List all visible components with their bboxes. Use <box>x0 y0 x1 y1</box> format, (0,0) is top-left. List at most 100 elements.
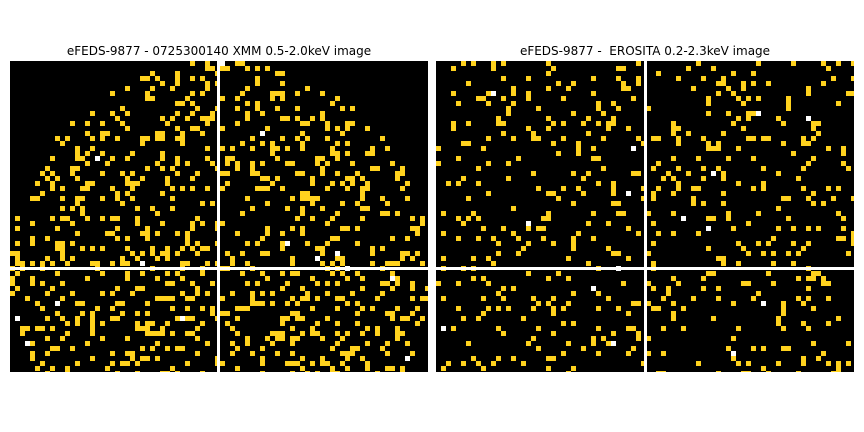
photon-pixel <box>115 236 120 241</box>
photon-pixel <box>671 301 676 306</box>
photon-pixel <box>531 306 536 311</box>
photon-pixel <box>295 171 300 176</box>
photon-pixel <box>395 171 400 176</box>
photon-pixel <box>616 76 621 81</box>
photon-pixel <box>145 226 150 231</box>
photon-pixel <box>801 356 806 361</box>
photon-pixel <box>771 236 776 241</box>
photon-pixel <box>255 66 260 71</box>
photon-pixel <box>425 296 428 301</box>
photon-pixel <box>205 246 210 251</box>
photon-pixel <box>160 371 165 372</box>
photon-pixel <box>160 81 165 86</box>
photon-pixel <box>190 331 195 336</box>
photon-pixel <box>35 181 40 186</box>
photon-pixel <box>135 221 140 226</box>
photon-pixel <box>335 171 340 176</box>
photon-pixel <box>125 271 130 276</box>
photon-pixel <box>15 226 20 231</box>
photon-pixel <box>155 131 160 136</box>
photon-pixel <box>806 116 811 121</box>
photon-pixel <box>45 316 50 321</box>
photon-pixel <box>255 76 260 81</box>
photon-pixel <box>195 251 200 256</box>
photon-pixel <box>355 271 360 276</box>
photon-pixel <box>776 206 781 211</box>
photon-pixel <box>325 221 330 226</box>
photon-pixel <box>781 326 786 331</box>
photon-pixel <box>70 121 75 126</box>
photon-pixel <box>360 191 365 196</box>
photon-pixel <box>30 351 35 356</box>
photon-pixel <box>205 121 210 126</box>
photon-pixel <box>45 351 50 356</box>
photon-pixel <box>230 261 235 266</box>
photon-pixel <box>230 341 235 346</box>
photon-pixel <box>335 256 340 261</box>
photon-pixel <box>50 216 55 221</box>
photon-pixel <box>766 371 771 372</box>
photon-pixel <box>245 261 250 266</box>
photon-pixel <box>305 241 310 246</box>
photon-pixel <box>160 136 165 141</box>
photon-pixel <box>140 136 145 141</box>
photon-pixel <box>55 241 60 246</box>
photon-pixel <box>195 171 200 176</box>
photon-pixel <box>300 356 305 361</box>
photon-pixel <box>586 131 591 136</box>
photon-pixel <box>415 321 420 326</box>
photon-pixel <box>696 186 701 191</box>
photon-pixel <box>80 211 85 216</box>
photon-pixel <box>130 171 135 176</box>
photon-pixel <box>405 251 410 256</box>
photon-pixel <box>836 371 841 372</box>
photon-pixel <box>345 176 350 181</box>
photon-pixel <box>170 296 175 301</box>
photon-pixel <box>716 296 721 301</box>
photon-pixel <box>466 196 471 201</box>
photon-pixel <box>160 221 165 226</box>
photon-pixel <box>240 306 245 311</box>
photon-pixel <box>451 326 456 331</box>
photon-pixel <box>80 186 85 191</box>
photon-pixel <box>676 186 681 191</box>
photon-pixel <box>345 151 350 156</box>
photon-pixel <box>365 341 370 346</box>
photon-pixel <box>15 216 20 221</box>
photon-pixel <box>150 96 155 101</box>
photon-pixel <box>571 246 576 251</box>
photon-pixel <box>170 186 175 191</box>
photon-pixel <box>150 331 155 336</box>
photon-pixel <box>806 226 811 231</box>
photon-pixel <box>736 326 741 331</box>
photon-pixel <box>536 346 541 351</box>
photon-pixel <box>355 301 360 306</box>
photon-pixel <box>461 176 466 181</box>
photon-pixel <box>691 196 696 201</box>
photon-pixel <box>50 181 55 186</box>
photon-pixel <box>245 116 250 121</box>
photon-pixel <box>290 271 295 276</box>
photon-pixel <box>716 81 721 86</box>
photon-pixel <box>260 176 265 181</box>
photon-pixel <box>571 201 576 206</box>
photon-pixel <box>516 236 521 241</box>
photon-pixel <box>310 201 315 206</box>
photon-pixel <box>330 236 335 241</box>
photon-pixel <box>255 106 260 111</box>
photon-pixel <box>55 226 60 231</box>
photon-pixel <box>115 301 120 306</box>
photon-pixel <box>481 146 486 151</box>
erosita-count-map <box>436 61 854 372</box>
photon-pixel <box>561 121 566 126</box>
photon-pixel <box>511 356 516 361</box>
photon-pixel <box>611 101 616 106</box>
photon-pixel <box>766 81 771 86</box>
photon-pixel <box>651 241 656 246</box>
photon-pixel <box>100 246 105 251</box>
photon-pixel <box>65 261 70 266</box>
photon-pixel <box>220 311 225 316</box>
photon-pixel <box>65 331 70 336</box>
photon-pixel <box>255 301 260 306</box>
photon-pixel <box>456 181 461 186</box>
